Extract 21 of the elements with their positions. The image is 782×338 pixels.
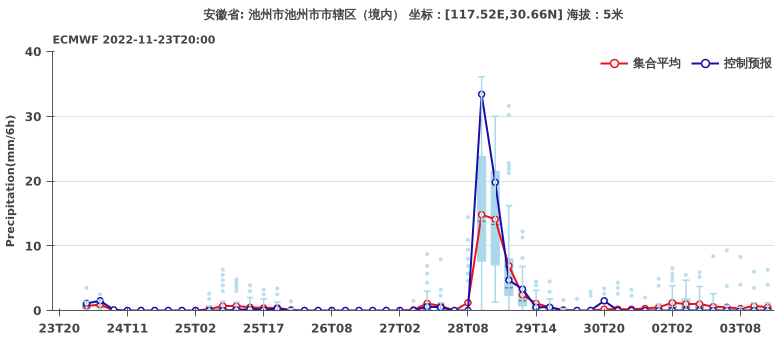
chart-title: 安徽省: 池州市池州市市辖区（境内） 坐标：[117.52E,30.66N] 海拔：5米 — [204, 8, 624, 22]
x-tick-label: 29T14 — [515, 322, 557, 336]
x-tick-label: 25T17 — [242, 322, 284, 336]
x-tick-label: 03T08 — [720, 322, 762, 336]
y-tick-label: 40 — [24, 45, 42, 59]
x-tick-label: 28T08 — [447, 322, 489, 336]
legend-label: 集合平均 — [633, 54, 681, 72]
y-tick-label: 20 — [24, 174, 42, 188]
x-tick-label: 30T20 — [583, 322, 626, 336]
chart-subtitle: ECMWF 2022-11-23T20:00 — [52, 34, 216, 46]
legend-label: 控制预报 — [724, 54, 772, 72]
y-tick-label: 0 — [33, 304, 42, 318]
y-tick-label: 30 — [24, 110, 42, 124]
x-tick-label: 23T20 — [38, 322, 80, 336]
x-tick-label: 24T11 — [106, 322, 148, 336]
y-axis-title: Precipitation(mm/6h) — [4, 114, 17, 248]
x-tick-label: 02T02 — [652, 322, 694, 336]
y-tick-label: 10 — [24, 239, 42, 254]
x-tick-label: 27T02 — [379, 322, 421, 336]
x-tick-label: 26T08 — [310, 322, 353, 336]
x-tick-label: 25T02 — [174, 322, 216, 336]
